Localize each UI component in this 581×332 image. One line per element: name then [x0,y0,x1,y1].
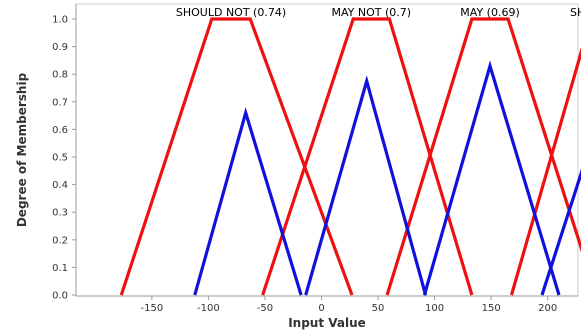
set-labels: SHOULD NOT (0.74) MAY NOT (0.7) MAY (0.69)… [176,6,581,19]
x-tick-label: 200 [538,303,557,314]
y-tick-label: 0.7 [52,97,68,108]
x-tick-label: -50 [257,303,273,314]
y-tick-label: 1.0 [52,15,68,26]
x-tick-label: 100 [425,303,444,314]
y-tick-label: 0.8 [52,70,68,81]
x-tick-label: -150 [140,303,163,314]
membership-trapezoid-line [119,17,354,296]
series-layer [119,17,581,296]
plot-area [75,3,579,297]
set-label: MAY (0.69) [460,6,519,19]
y-tick-label: 0.0 [52,291,68,302]
x-axis-title: Input Value [288,316,366,330]
membership-triangle-line [193,107,303,296]
y-tick-label: 0.1 [52,263,68,274]
set-label: MAY NOT (0.7) [331,6,411,19]
y-tick-label: 0.3 [52,208,68,219]
membership-triangle-line [304,75,428,296]
plot-frame [75,3,579,297]
membership-trapezoid-line [509,47,581,296]
y-tick-label: 0.4 [52,180,68,191]
set-label: SHOULD NOT (0.74) [176,6,286,19]
membership-trapezoid-line [261,17,474,296]
y-axis: 0.0 0.1 0.2 0.3 0.4 0.5 0.6 0.7 0.8 0.9 1.0 [52,4,77,302]
y-tick-label: 0.6 [52,125,68,136]
x-tick-label: -100 [197,303,220,314]
y-tick-label: 0.2 [52,235,68,246]
membership-triangle-line [540,168,581,296]
set-label: SHOULD (0.69) [570,6,581,19]
y-tick-label: 0.5 [52,153,68,164]
x-tick-label: 0 [318,303,324,314]
membership-triangle-line [422,60,561,296]
x-axis: -150-100-50050100150200250300350 [76,295,578,314]
y-axis-title: Degree of Membership [15,72,29,227]
x-tick-label: 50 [372,303,385,314]
y-tick-label: 0.9 [52,42,68,53]
x-tick-label: 150 [482,303,501,314]
